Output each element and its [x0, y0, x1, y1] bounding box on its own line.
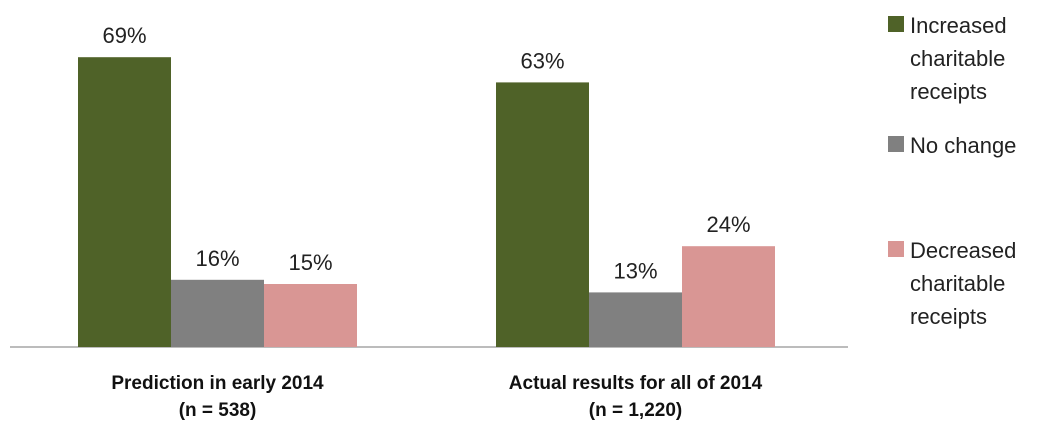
bar-actual-no-change [589, 292, 682, 347]
legend: Increased charitable receipts No change … [888, 13, 1016, 329]
legend-label-increased-line2: charitable [910, 46, 1005, 71]
legend-swatch-no-change [888, 136, 904, 152]
legend-label-no-change: No change [910, 133, 1016, 158]
legend-item-increased: Increased charitable receipts [888, 13, 1007, 104]
category-label-actual-line1: Actual results for all of 2014 [509, 373, 763, 394]
legend-item-decreased: Decreased charitable receipts [888, 238, 1016, 329]
bar-actual-decreased [682, 246, 775, 347]
category-label-prediction-line2: (n = 538) [179, 400, 257, 421]
data-label-prediction-no-change: 16% [195, 246, 239, 271]
plot-area: 69% 16% 15% Prediction in early 2014 (n … [10, 23, 848, 421]
bar-prediction-increased [78, 57, 171, 347]
category-label-actual-line2: (n = 1,220) [589, 400, 682, 421]
category-group-prediction: 69% 16% 15% Prediction in early 2014 (n … [78, 23, 357, 421]
legend-label-decreased-line3: receipts [910, 304, 987, 329]
legend-swatch-decreased [888, 241, 904, 257]
data-label-actual-no-change: 13% [613, 258, 657, 283]
legend-label-decreased-line1: Decreased [910, 238, 1016, 263]
legend-label-decreased-line2: charitable [910, 271, 1005, 296]
data-label-actual-increased: 63% [520, 48, 564, 73]
bar-actual-increased [496, 82, 589, 348]
bar-prediction-decreased [264, 284, 357, 347]
bar-prediction-no-change [171, 279, 264, 347]
category-label-prediction-line1: Prediction in early 2014 [111, 373, 324, 394]
legend-swatch-increased [888, 16, 904, 32]
data-label-prediction-increased: 69% [102, 23, 146, 48]
data-label-prediction-decreased: 15% [288, 250, 332, 275]
legend-item-no-change: No change [888, 133, 1016, 158]
data-label-actual-decreased: 24% [706, 212, 750, 237]
legend-label-increased-line1: Increased [910, 13, 1007, 38]
category-group-actual: 63% 13% 24% Actual results for all of 20… [496, 48, 775, 421]
legend-label-increased-line3: receipts [910, 79, 987, 104]
